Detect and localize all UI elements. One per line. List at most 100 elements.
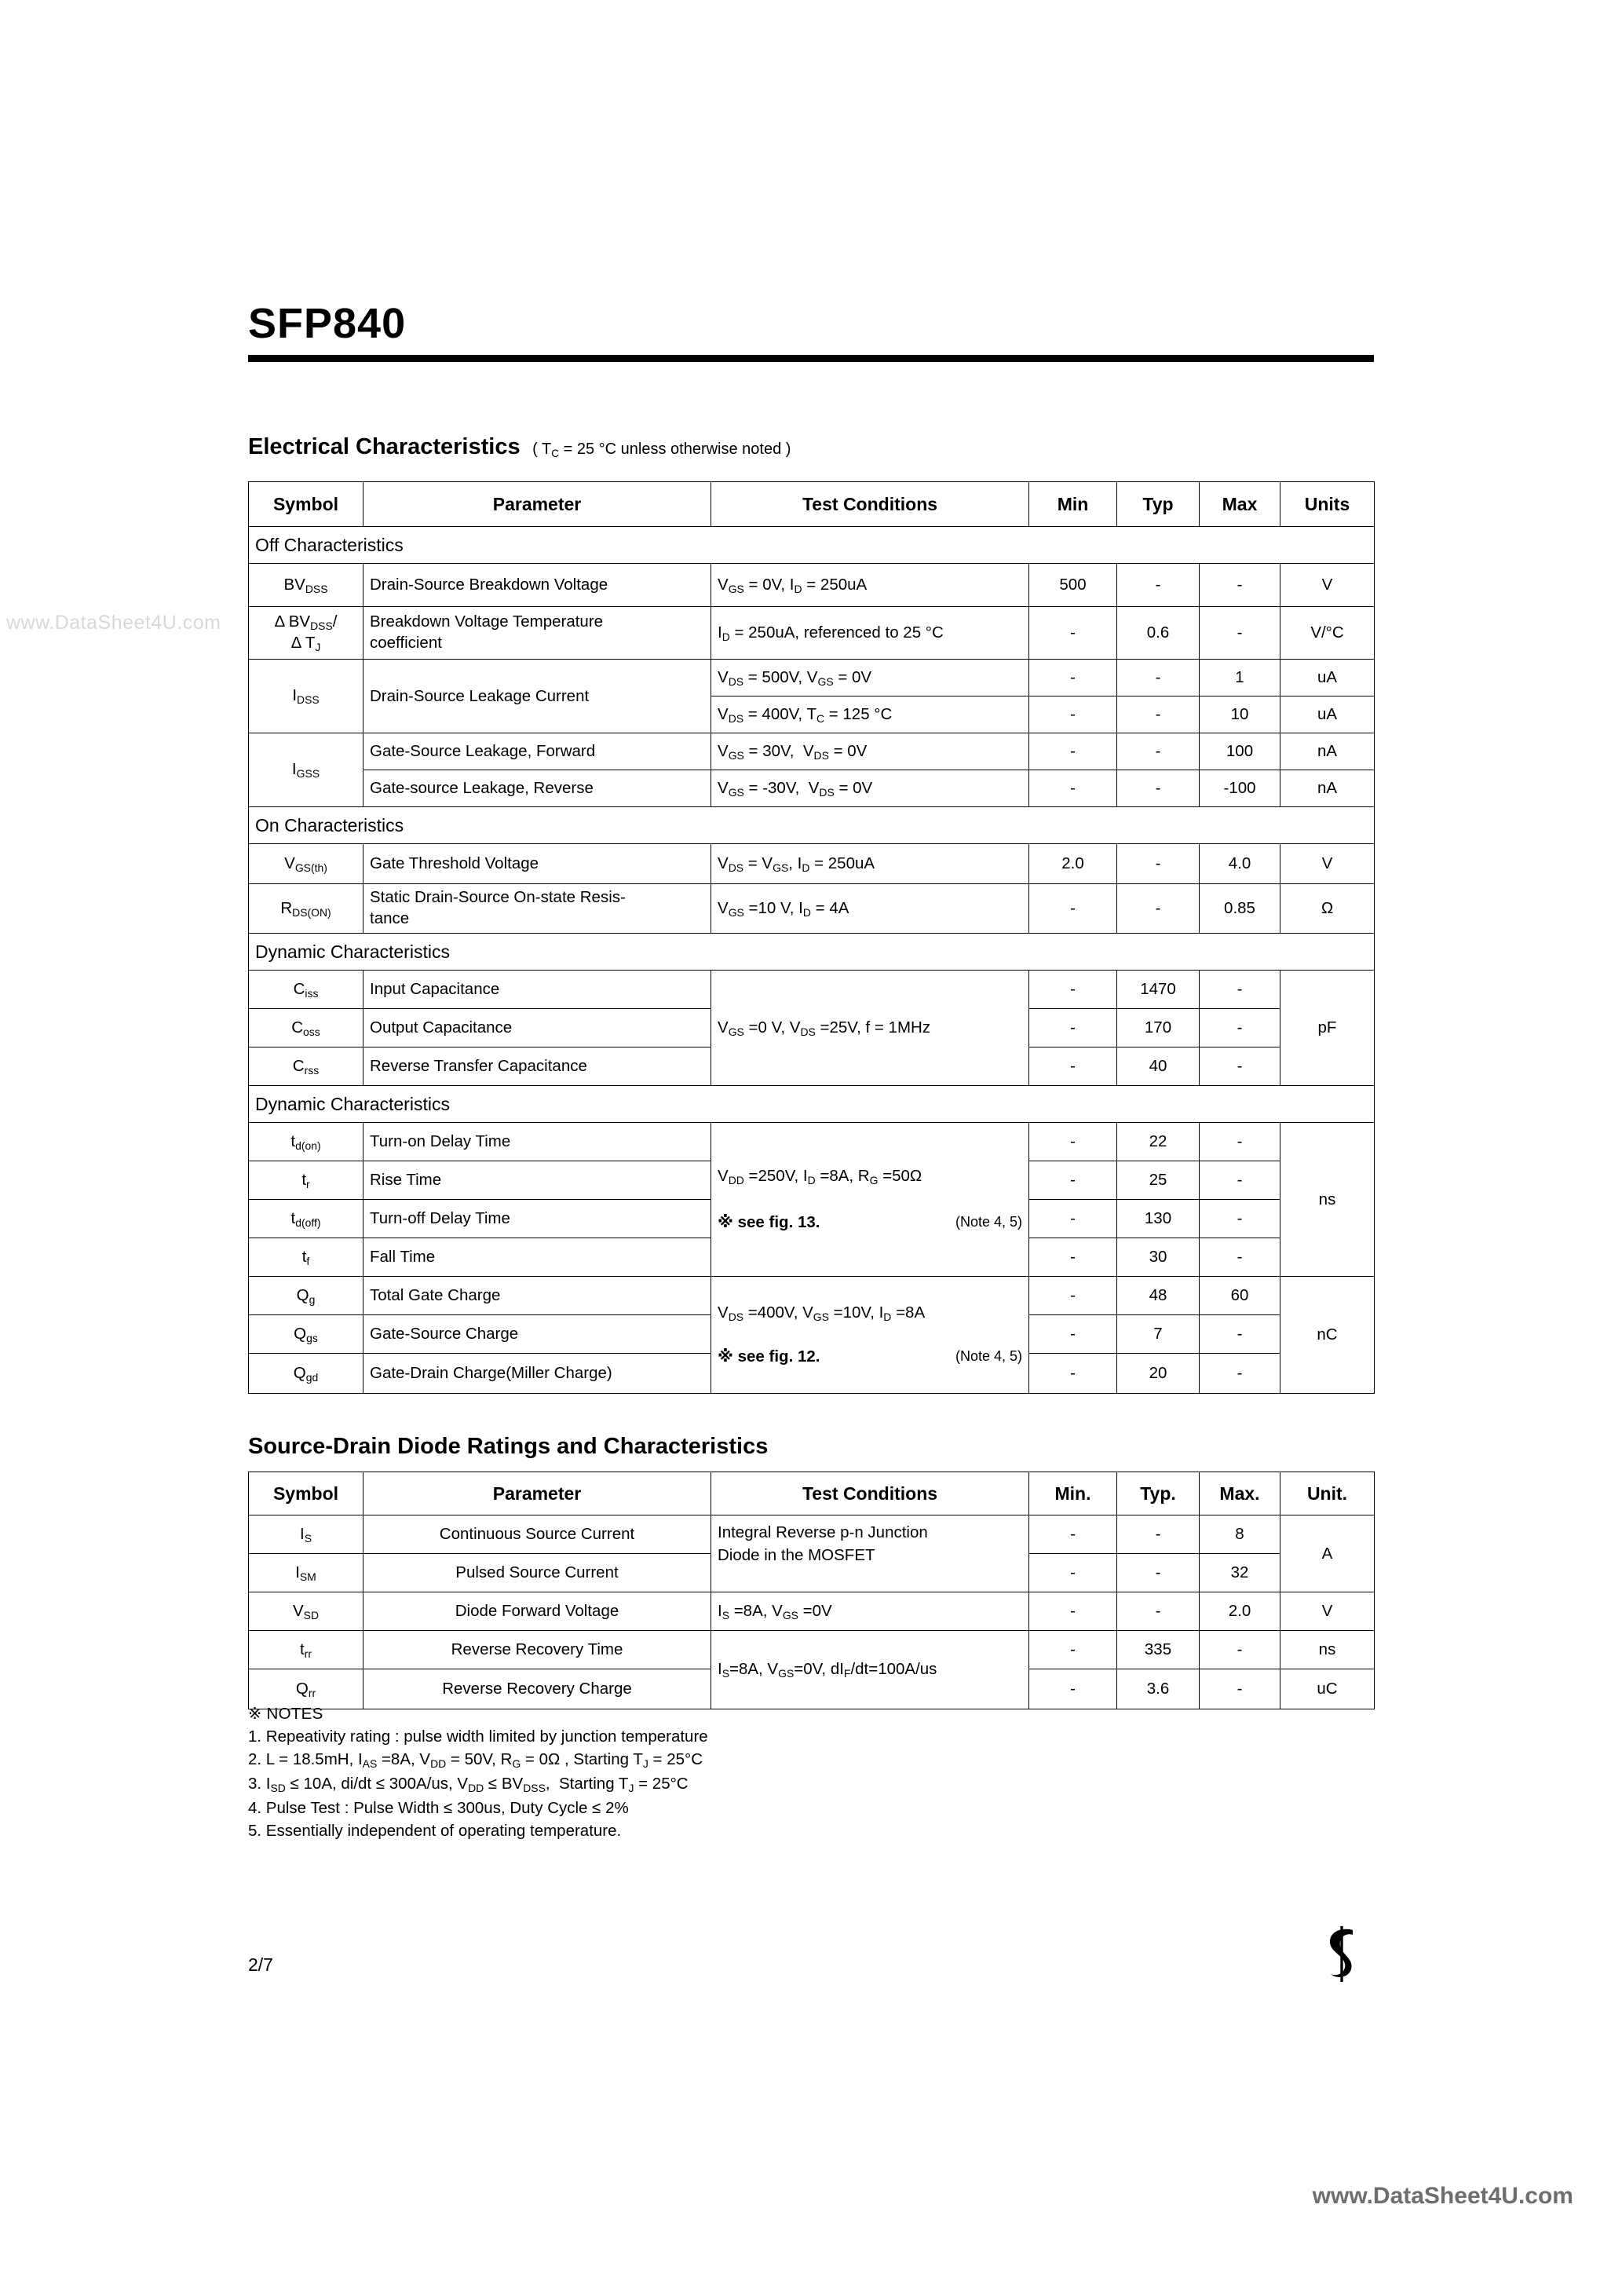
cell-units: V/°C (1280, 606, 1375, 660)
cell-max: - (1199, 1353, 1280, 1394)
cell-max: 100 (1199, 733, 1280, 770)
cell-symbol: ISM (248, 1553, 363, 1592)
cell-max: - (1199, 1122, 1280, 1161)
diode-ratings-heading: Source-Drain Diode Ratings and Character… (248, 1434, 769, 1459)
cell-max: - (1199, 563, 1280, 607)
cell-units: V (1280, 843, 1375, 884)
cell-max: - (1199, 1314, 1280, 1354)
group-title-on: On Characteristics (248, 806, 1375, 844)
cell-conditions: VDS = VGS, ID = 250uA (711, 843, 1029, 884)
cell-parameter: Input Capacitance (363, 970, 711, 1009)
note-item-2: 2. L = 18.5mH, IAS =8A, VDD = 50V, RG = … (248, 1750, 703, 1771)
cell-parameter: Static Drain-Source On-state Resis-tance (363, 883, 711, 934)
cell-symbol: Coss (248, 1008, 363, 1047)
cell-max: 0.85 (1199, 883, 1280, 934)
cell-min: - (1028, 883, 1117, 934)
cell-max: 60 (1199, 1276, 1280, 1315)
cell-typ: - (1116, 1515, 1200, 1554)
cell-units: uC (1280, 1669, 1375, 1709)
group-header-row: Dynamic Characteristics (248, 1085, 1375, 1123)
cell-max: - (1199, 1008, 1280, 1047)
cell-min: - (1028, 1669, 1117, 1709)
cell-parameter: Reverse Recovery Charge (363, 1669, 711, 1709)
cell-min: - (1028, 1314, 1117, 1354)
col-min: Min (1028, 481, 1117, 527)
col-symbol: Symbol (248, 481, 363, 527)
col-unit: Unit. (1280, 1472, 1375, 1515)
table-row: Ciss Input Capacitance VGS =0 V, VDS =25… (248, 970, 1375, 1086)
col-test-conditions: Test Conditions (711, 1472, 1029, 1515)
electrical-heading-condition: ( TC = 25 °C unless otherwise noted ) (524, 441, 791, 459)
cell-typ: 335 (1116, 1630, 1200, 1669)
table-row: IGSS Gate-Source Leakage, Forward VGS = … (248, 733, 1375, 807)
cell-symbol: Δ BVDSS/Δ TJ (248, 606, 363, 660)
cell-typ: - (1116, 883, 1200, 934)
col-typ: Typ (1116, 481, 1200, 527)
cell-typ: 30 (1116, 1238, 1200, 1277)
note-item-3: 3. ISD ≤ 10A, di/dt ≤ 300A/us, VDD ≤ BVD… (248, 1774, 689, 1794)
watermark-left: www.DataSheet4U.com (6, 612, 221, 634)
switching-figure-line: ※ see fig. 13. (Note 4, 5) (718, 1212, 1022, 1232)
cell-min: - (1028, 1008, 1117, 1047)
cell-parameter: Turn-on Delay Time (363, 1122, 711, 1161)
cell-max: 8 (1199, 1515, 1280, 1554)
cell-min: - (1028, 1122, 1117, 1161)
note-reference: (Note 4, 5) (955, 1347, 1022, 1364)
cell-max: - (1199, 970, 1280, 1009)
cell-symbol: td(on) (248, 1122, 363, 1161)
cell-units: ns (1280, 1630, 1375, 1669)
cell-min: - (1028, 1276, 1117, 1315)
cell-parameter: Drain-Source Leakage Current (363, 659, 711, 733)
cell-parameter: Drain-Source Breakdown Voltage (363, 563, 711, 607)
cell-min: 2.0 (1028, 843, 1117, 884)
table-row: Qgs Gate-Source Charge - 7 - (248, 1314, 1375, 1354)
table-row: VGS(th) Gate Threshold Voltage VDS = VGS… (248, 843, 1375, 884)
cell-min: - (1028, 1553, 1117, 1592)
cell-symbol: Qgd (248, 1353, 363, 1394)
cell-units: uA (1280, 659, 1375, 696)
col-max: Max. (1199, 1472, 1280, 1515)
table-row: VSD Diode Forward Voltage IS =8A, VGS =0… (248, 1592, 1375, 1631)
cell-typ: - (1116, 733, 1200, 770)
cell-conditions-shared: VDD =250V, ID =8A, RG =50Ω ※ see fig. 13… (711, 1122, 1029, 1277)
table-row: Qgd Gate-Drain Charge(Miller Charge) - 2… (248, 1353, 1375, 1394)
cell-symbol: IDSS (248, 659, 363, 733)
cell-parameter: Output Capacitance (363, 1008, 711, 1047)
cell-typ: 22 (1116, 1122, 1200, 1161)
cell-min: - (1028, 1515, 1117, 1554)
col-parameter: Parameter (363, 481, 711, 527)
electrical-heading-text: Electrical Characteristics (248, 434, 521, 459)
cell-parameter: Gate-Source Leakage, Forward (363, 733, 711, 770)
cell-max: 10 (1199, 696, 1280, 733)
cell-units-shared: A (1280, 1515, 1375, 1592)
cell-symbol: tf (248, 1238, 363, 1277)
cell-symbol: td(off) (248, 1199, 363, 1238)
table-header-row: Symbol Parameter Test Conditions Min Typ… (248, 481, 1375, 527)
cell-max: -100 (1199, 770, 1280, 807)
cell-symbol: trr (248, 1630, 363, 1669)
col-symbol: Symbol (248, 1472, 363, 1515)
charge-condition-text: VDS =400V, VGS =10V, ID =8A (718, 1303, 926, 1323)
cell-min: - (1028, 1238, 1117, 1277)
cell-units: nA (1280, 733, 1375, 770)
cell-parameter: Gate-source Leakage, Reverse (363, 770, 711, 807)
cell-units: Ω (1280, 883, 1375, 934)
cell-typ: 3.6 (1116, 1669, 1200, 1709)
table-row: Qrr Reverse Recovery Charge - 3.6 - uC (248, 1669, 1375, 1709)
group-title-off: Off Characteristics (248, 526, 1375, 564)
col-units: Units (1280, 481, 1375, 527)
table-row: BVDSS Drain-Source Breakdown Voltage VGS… (248, 563, 1375, 607)
cell-parameter: Turn-off Delay Time (363, 1199, 711, 1238)
cell-symbol: Qrr (248, 1669, 363, 1709)
group-header-row: Dynamic Characteristics (248, 933, 1375, 971)
cell-max: - (1199, 1630, 1280, 1669)
cell-min: - (1028, 606, 1117, 660)
col-typ: Typ. (1116, 1472, 1200, 1515)
cell-units: V (1280, 563, 1375, 607)
cell-min: - (1028, 770, 1117, 807)
source-drain-diode-table: Symbol Parameter Test Conditions Min. Ty… (248, 1472, 1375, 1709)
cell-symbol: BVDSS (248, 563, 363, 607)
cell-typ: 130 (1116, 1199, 1200, 1238)
page-number: 2/7 (248, 1954, 273, 1975)
